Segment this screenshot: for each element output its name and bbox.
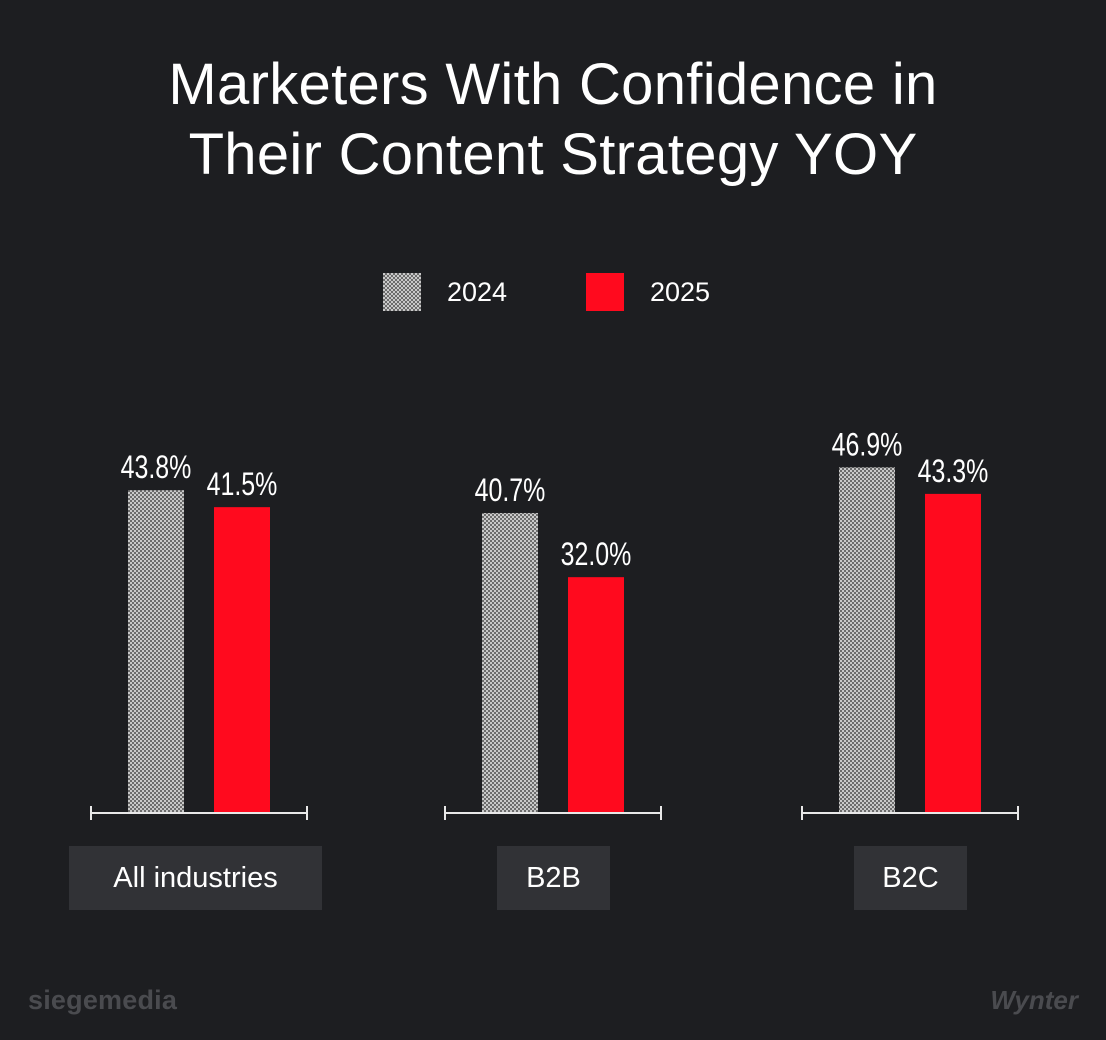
bar-all-industries-2024: [128, 490, 184, 813]
value-label-all-industries-2025: 41.5%: [207, 467, 278, 503]
legend-label-2024: 2024: [447, 276, 508, 307]
baseline-all-industries: [90, 806, 308, 820]
baseline-b2b: [444, 806, 662, 820]
bar-b2c-2024: [839, 467, 895, 813]
bar-all-industries-2025: [214, 507, 270, 813]
legend-item-2024: 2024: [383, 273, 507, 311]
value-label-b2b-2025: 32.0%: [561, 537, 632, 573]
bar-b2b-2025: [568, 577, 624, 813]
legend-swatch-2024: [383, 273, 421, 311]
category-label-all-industries: All industries: [69, 846, 322, 910]
bar-b2b-2024: [482, 513, 538, 813]
siegemedia-logo: siegemedia: [28, 985, 178, 1015]
baseline-b2c: [801, 806, 1019, 820]
legend-item-2025: 2025: [586, 273, 710, 311]
baseline-layer: [90, 806, 1019, 820]
wynter-logo: Wynter: [990, 985, 1078, 1015]
bar-b2c-2025: [925, 493, 981, 813]
category-label-b2b: B2B: [497, 846, 610, 910]
value-label-b2c-2024: 46.9%: [832, 427, 903, 463]
chart-title-line-1: Marketers With Confidence in: [168, 52, 938, 117]
category-label-b2c: B2C: [854, 846, 967, 910]
chart-title: Marketers With Confidence in Their Conte…: [0, 50, 1106, 190]
value-label-b2b-2024: 40.7%: [475, 473, 546, 509]
value-label-all-industries-2024: 43.8%: [121, 450, 192, 486]
bars-layer: [128, 467, 981, 813]
legend-swatch-2025: [586, 273, 624, 311]
value-labels-layer: 43.8% 41.5% 40.7% 32.0% 46.9% 43.3%: [121, 427, 989, 572]
chart-title-line-2: Their Content Strategy YOY: [188, 122, 918, 187]
legend-label-2025: 2025: [650, 276, 711, 307]
value-label-b2c-2025: 43.3%: [918, 454, 989, 490]
chart-legend: 2024 2025: [0, 273, 1106, 313]
